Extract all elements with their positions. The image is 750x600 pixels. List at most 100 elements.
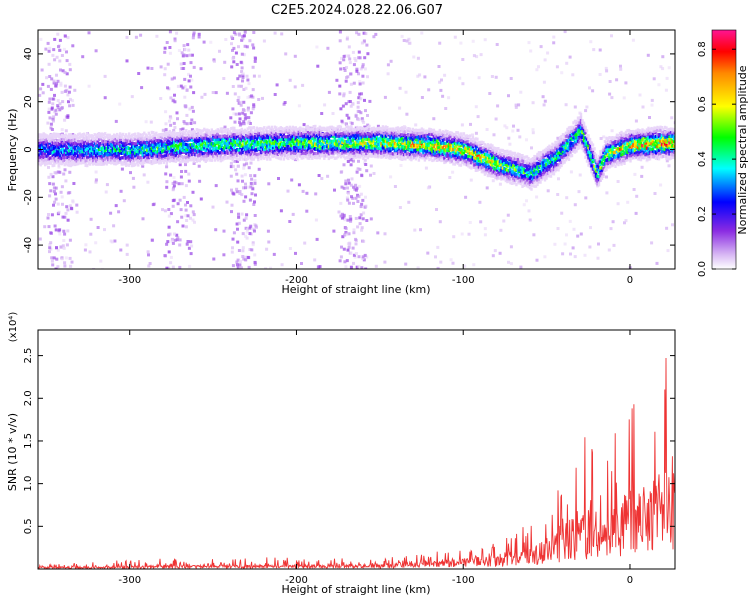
heatmap-cell: [374, 150, 377, 154]
heatmap-cell: [294, 139, 297, 143]
heatmap-cell: [240, 212, 244, 216]
heatmap-cell: [239, 151, 242, 155]
heatmap-cell: [290, 127, 293, 131]
heatmap-cell: [81, 145, 84, 149]
heatmap-cell: [128, 146, 131, 150]
heatmap-cell: [61, 244, 65, 248]
heatmap-cell: [378, 144, 382, 148]
heatmap-cell: [143, 151, 146, 155]
heatmap-cell: [372, 35, 376, 39]
heatmap-cell: [139, 33, 143, 37]
heatmap-cell: [362, 156, 365, 161]
heatmap-cell: [665, 76, 669, 80]
heatmap-cell: [83, 136, 86, 140]
heatmap-cell: [342, 155, 346, 159]
heatmap-cell: [183, 159, 186, 163]
heatmap-cell: [332, 135, 335, 139]
heatmap-cell: [201, 152, 204, 156]
heatmap-cell: [108, 136, 111, 140]
heatmap-cell: [339, 201, 343, 205]
heatmap-cell: [353, 147, 356, 151]
heatmap-cell: [134, 163, 137, 167]
heatmap-cell: [56, 160, 59, 164]
heatmap-cell: [65, 205, 69, 209]
heatmap-cell: [329, 134, 332, 138]
heatmap-cell: [417, 128, 421, 132]
heatmap-cell: [386, 147, 389, 151]
heatmap-cell: [610, 96, 614, 100]
heatmap-cell: [245, 150, 248, 154]
heatmap-cell: [422, 149, 425, 153]
heatmap-cell: [602, 135, 606, 139]
heatmap-cell: [263, 130, 266, 134]
heatmap-cell: [410, 147, 413, 151]
heatmap-cell: [428, 143, 431, 147]
heatmap-cell: [65, 155, 68, 159]
heatmap-cell: [344, 179, 348, 183]
heatmap-cell: [341, 136, 344, 140]
heatmap-cell: [300, 149, 303, 153]
heatmap-cell: [219, 151, 222, 155]
heatmap-cell: [363, 253, 367, 257]
heatmap-cell: [117, 155, 120, 160]
heatmap-cell: [182, 145, 185, 149]
heatmap-cell: [236, 258, 240, 262]
heatmap-cell: [125, 156, 128, 160]
heatmap-cell: [123, 150, 126, 154]
heatmap-cell: [179, 130, 182, 134]
heatmap-cell: [314, 192, 318, 196]
heatmap-cell: [71, 146, 74, 150]
heatmap-cell: [171, 141, 174, 145]
heatmap-cell: [132, 185, 136, 189]
heatmap-cell: [231, 148, 234, 152]
heatmap-cell: [611, 220, 615, 224]
heatmap-cell: [182, 159, 185, 163]
heatmap-cell: [90, 139, 93, 143]
heatmap-cell: [150, 152, 153, 156]
heatmap-cell: [207, 139, 210, 143]
heatmap-cell: [204, 148, 207, 153]
heatmap-cell: [378, 139, 382, 143]
heatmap-cell: [168, 232, 172, 236]
heatmap-cell: [174, 132, 177, 136]
heatmap-cell: [102, 143, 105, 147]
heatmap-cell: [188, 153, 191, 157]
heatmap-cell: [426, 139, 430, 143]
heatmap-cell: [363, 127, 367, 131]
heatmap-cell: [312, 155, 315, 159]
heatmap-cell: [80, 133, 83, 138]
heatmap-cell: [237, 95, 241, 99]
heatmap-cell: [73, 88, 77, 92]
heatmap-cell: [53, 152, 56, 156]
heatmap-cell: [308, 150, 311, 154]
heatmap-cell: [216, 146, 219, 150]
heatmap-cell: [306, 143, 309, 147]
heatmap-cell: [264, 128, 267, 132]
heatmap-cell: [63, 118, 67, 122]
heatmap-cell: [423, 149, 427, 153]
heatmap-cell: [156, 151, 159, 155]
heatmap-cell: [491, 179, 495, 183]
heatmap-cell: [350, 154, 353, 158]
heatmap-cell: [159, 155, 162, 159]
heatmap-cell: [201, 156, 204, 160]
heatmap-cell: [306, 127, 309, 131]
heatmap-cell: [447, 136, 451, 140]
heatmap-cell: [78, 150, 81, 155]
heatmap-cell: [309, 144, 312, 148]
heatmap-cell: [98, 147, 101, 151]
heatmap-cell: [116, 145, 119, 149]
heatmap-cell: [327, 140, 331, 144]
heatmap-cell: [161, 154, 164, 158]
heatmap-cell: [140, 147, 143, 151]
heatmap-cell: [53, 132, 56, 136]
heatmap-cell: [357, 255, 361, 259]
heatmap-cell: [378, 150, 382, 154]
heatmap-cell: [140, 155, 143, 159]
heatmap-cell: [228, 132, 231, 136]
heatmap-cell: [120, 141, 123, 145]
heatmap-cell: [223, 60, 227, 64]
heatmap-cell: [338, 92, 342, 96]
heatmap-cell: [612, 243, 616, 247]
heatmap-cell: [420, 131, 424, 135]
